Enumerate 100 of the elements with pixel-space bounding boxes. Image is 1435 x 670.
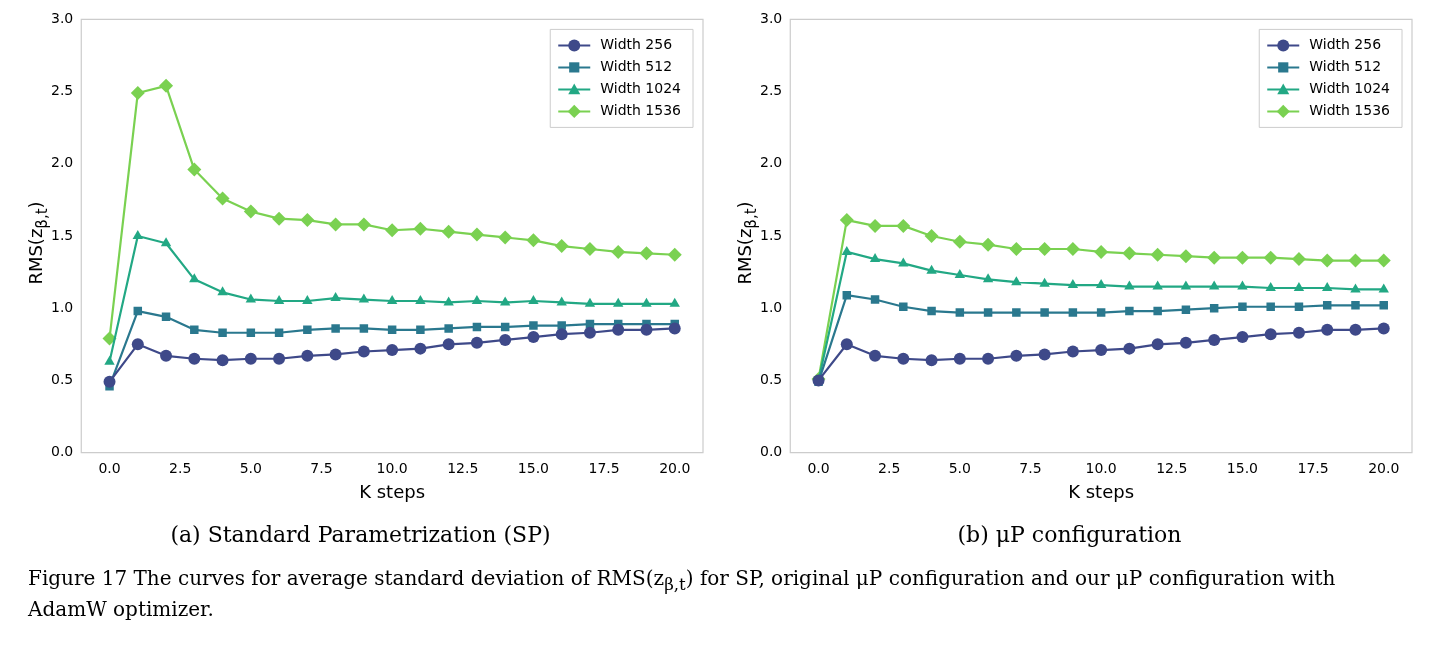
- point: [1152, 280, 1163, 290]
- x-tick-label: 0.0: [807, 459, 830, 476]
- point: [1321, 323, 1334, 336]
- x-tick-label: 5.0: [239, 459, 262, 476]
- point: [953, 352, 966, 365]
- point: [1095, 344, 1108, 357]
- point: [303, 325, 312, 335]
- point: [189, 273, 200, 283]
- point: [981, 237, 996, 252]
- point: [499, 333, 512, 346]
- point: [1379, 301, 1388, 310]
- y-tick-label: 0.5: [760, 371, 783, 388]
- point: [301, 349, 314, 362]
- point: [926, 264, 937, 274]
- point: [272, 211, 287, 226]
- point: [329, 348, 342, 361]
- point: [132, 230, 143, 239]
- x-tick-label: 7.5: [1019, 459, 1042, 476]
- point: [130, 86, 145, 101]
- point: [982, 352, 995, 365]
- point: [470, 336, 483, 349]
- legend-label: Width 1536: [1309, 102, 1391, 119]
- point: [667, 247, 682, 262]
- point: [1180, 280, 1192, 290]
- x-tick-label: 12.5: [1156, 459, 1188, 476]
- point: [841, 245, 852, 255]
- point: [471, 294, 483, 304]
- point: [1208, 280, 1220, 290]
- point: [526, 233, 541, 248]
- y-tick-label: 3.0: [51, 10, 74, 27]
- point: [385, 223, 400, 238]
- point: [1350, 283, 1361, 293]
- point: [160, 349, 173, 362]
- point: [441, 224, 456, 239]
- point: [1349, 323, 1362, 336]
- point: [1124, 280, 1135, 290]
- point: [896, 218, 911, 233]
- legend-label: Width 1024: [600, 80, 682, 97]
- point: [952, 234, 967, 249]
- point: [611, 244, 626, 259]
- point: [897, 352, 910, 365]
- point: [924, 229, 939, 243]
- point: [1123, 342, 1136, 355]
- point: [1068, 308, 1078, 317]
- point: [639, 246, 654, 261]
- legend-label: Width 1536: [600, 102, 682, 119]
- point: [1181, 305, 1191, 314]
- point: [554, 239, 569, 254]
- point: [1151, 338, 1164, 351]
- point: [331, 324, 340, 333]
- point: [357, 345, 370, 358]
- legend-label: Width 1024: [1309, 80, 1391, 97]
- point: [1291, 252, 1306, 267]
- x-axis-title: K steps: [359, 480, 426, 502]
- point: [868, 218, 883, 233]
- y-tick-label: 2.0: [760, 154, 783, 171]
- point: [1095, 279, 1107, 289]
- y-tick-label: 1.0: [760, 298, 783, 315]
- point: [330, 292, 341, 302]
- point: [243, 204, 258, 219]
- point: [1264, 328, 1277, 341]
- text: Figure 17 The curves for average standard deviation of RMS(z$_{β,t}$) for SP, original μP configuration and our μP configuration with AdamW optimizer.: [28, 566, 1336, 621]
- point: [498, 230, 513, 245]
- point: [528, 294, 539, 304]
- point: [983, 308, 993, 317]
- point: [1348, 253, 1363, 268]
- point: [1094, 244, 1109, 259]
- y-tick-label: 2.5: [51, 82, 74, 99]
- point: [1096, 308, 1106, 317]
- point: [869, 253, 881, 263]
- point: [386, 344, 399, 357]
- point: [1237, 280, 1248, 290]
- point: [899, 302, 908, 311]
- point: [160, 237, 172, 247]
- text: (a) Standard Parametrization (SP): [169, 522, 552, 547]
- point: [1235, 250, 1250, 265]
- point: [613, 297, 624, 307]
- point: [1010, 349, 1023, 362]
- y-tick-label: 1.5: [760, 226, 783, 243]
- point: [840, 338, 853, 351]
- point: [413, 221, 428, 236]
- y-tick-label: 0.0: [760, 443, 783, 460]
- point: [641, 297, 652, 307]
- point: [386, 294, 398, 304]
- point: [444, 324, 453, 333]
- point: [1039, 277, 1050, 287]
- point: [668, 322, 681, 335]
- y-tick-label: 0.0: [51, 443, 74, 460]
- point: [1011, 276, 1022, 286]
- point: [669, 297, 680, 307]
- x-tick-label: 20.0: [659, 459, 691, 476]
- point: [300, 213, 315, 228]
- point: [925, 354, 938, 367]
- point: [356, 217, 371, 232]
- y-tick-label: 2.5: [760, 82, 783, 99]
- x-tick-label: 2.5: [878, 459, 901, 476]
- point: [555, 328, 568, 341]
- point: [869, 349, 882, 362]
- point: [982, 273, 994, 283]
- point: [416, 325, 425, 335]
